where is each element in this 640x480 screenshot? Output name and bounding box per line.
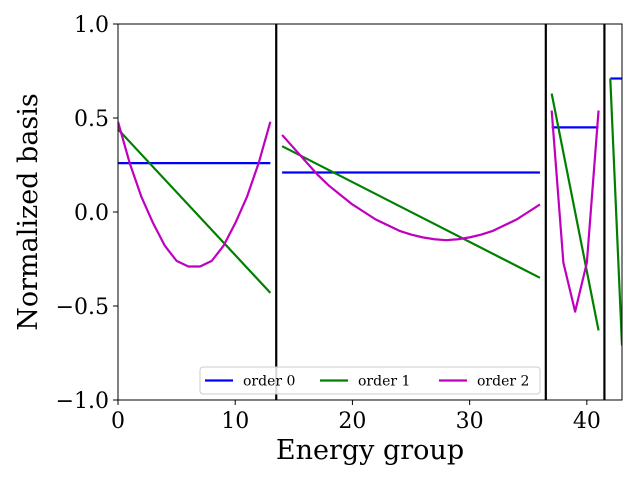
- y-tick-label-2: 0.0: [74, 201, 109, 226]
- x-tick-label-0: 0: [111, 409, 125, 434]
- legend-box: [199, 366, 541, 395]
- series-2-segment-2-line: [550, 110, 600, 313]
- y-axis-label: Normalized basis: [13, 93, 44, 331]
- legend-label-0: order 0: [243, 374, 295, 390]
- series-2-segment-1-line: [281, 134, 541, 242]
- y-axis: −1.0 −0.5 0.0 0.5 1.0: [56, 13, 118, 414]
- x-tick-label-4: 40: [573, 409, 601, 434]
- legend-label-1: order 1: [358, 374, 410, 390]
- y-tick-label-0: −1.0: [56, 389, 109, 414]
- y-tick-label-1: −0.5: [56, 295, 109, 320]
- x-tick-label-1: 10: [221, 409, 249, 434]
- series-2-segment-0-line: [118, 121, 272, 268]
- series-1-segment-3-line: [609, 78, 622, 346]
- legend: order 0 order 1 order 2: [199, 366, 541, 395]
- x-axis: 0 10 20 30 40: [111, 400, 601, 434]
- group-boundaries: [275, 24, 606, 400]
- plot-lines: [118, 77, 622, 346]
- series-1-segment-0-line: [118, 128, 272, 294]
- y-tick-label-4: 1.0: [74, 13, 109, 38]
- series-1-segment-2-line: [550, 93, 600, 331]
- x-tick-label-2: 20: [338, 409, 366, 434]
- x-tick-label-3: 30: [456, 409, 484, 434]
- legend-label-2: order 2: [477, 374, 529, 390]
- y-tick-label-3: 0.5: [74, 107, 109, 132]
- series-1-segment-1-line: [281, 145, 541, 279]
- x-axis-label: Energy group: [276, 435, 464, 466]
